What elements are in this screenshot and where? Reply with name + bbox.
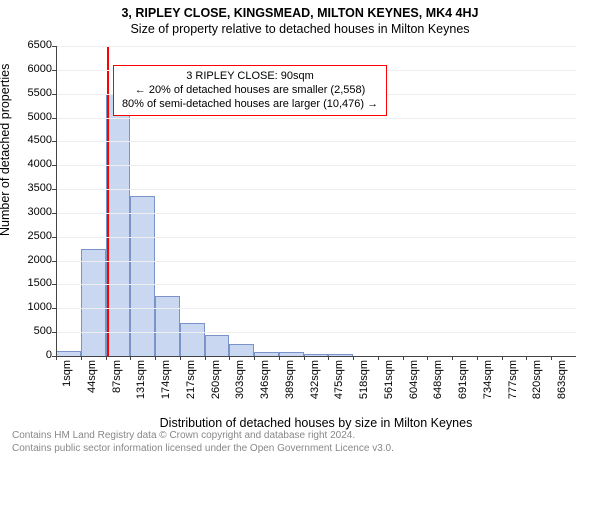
x-tick-label: 44sqm	[86, 360, 98, 420]
x-tick	[279, 356, 280, 360]
grid-line	[56, 118, 576, 119]
y-tick-label: 3500	[12, 182, 52, 194]
grid-line	[56, 261, 576, 262]
x-tick-label: 87sqm	[111, 360, 123, 420]
x-tick	[403, 356, 404, 360]
x-tick-label: 475sqm	[333, 360, 345, 420]
y-axis-line	[56, 46, 57, 356]
y-tick-label: 5500	[12, 87, 52, 99]
footer-attribution: Contains HM Land Registry data © Crown c…	[0, 430, 600, 455]
y-tick-label: 6000	[12, 63, 52, 75]
annotation-line: 80% of semi-detached houses are larger (…	[122, 98, 378, 112]
grid-line	[56, 46, 576, 47]
x-tick	[378, 356, 379, 360]
x-tick	[180, 356, 181, 360]
x-tick	[551, 356, 552, 360]
x-tick	[427, 356, 428, 360]
x-tick-label: 820sqm	[531, 360, 543, 420]
y-axis-label: Number of detached properties	[0, 64, 12, 236]
annotation-box: 3 RIPLEY CLOSE: 90sqm← 20% of detached h…	[113, 65, 387, 116]
grid-line	[56, 308, 576, 309]
grid-line	[56, 332, 576, 333]
x-tick-label: 604sqm	[408, 360, 420, 420]
x-tick-label: 648sqm	[432, 360, 444, 420]
x-tick-label: 346sqm	[259, 360, 271, 420]
grid-line	[56, 284, 576, 285]
x-tick	[353, 356, 354, 360]
x-tick	[328, 356, 329, 360]
chart-title-line1: 3, RIPLEY CLOSE, KINGSMEAD, MILTON KEYNE…	[0, 6, 600, 20]
histogram-bar	[205, 335, 230, 356]
x-tick	[304, 356, 305, 360]
histogram-bar	[180, 323, 205, 356]
x-tick-label: 518sqm	[358, 360, 370, 420]
grid-line	[56, 165, 576, 166]
x-tick-label: 260sqm	[210, 360, 222, 420]
x-tick	[106, 356, 107, 360]
x-tick	[155, 356, 156, 360]
x-tick	[502, 356, 503, 360]
x-tick-label: 389sqm	[284, 360, 296, 420]
x-tick-label: 217sqm	[185, 360, 197, 420]
y-tick-label: 1500	[12, 277, 52, 289]
y-tick-label: 2500	[12, 230, 52, 242]
x-tick	[229, 356, 230, 360]
x-tick-label: 174sqm	[160, 360, 172, 420]
x-tick-label: 303sqm	[234, 360, 246, 420]
x-tick	[477, 356, 478, 360]
x-tick	[254, 356, 255, 360]
grid-line	[56, 213, 576, 214]
property-marker-line	[107, 46, 109, 356]
y-tick-label: 2000	[12, 254, 52, 266]
y-tick-label: 1000	[12, 301, 52, 313]
x-tick-label: 561sqm	[383, 360, 395, 420]
x-tick-label: 777sqm	[507, 360, 519, 420]
x-tick-label: 432sqm	[309, 360, 321, 420]
y-tick-label: 5000	[12, 111, 52, 123]
x-axis-line	[56, 356, 576, 357]
y-tick-label: 3000	[12, 206, 52, 218]
x-tick	[56, 356, 57, 360]
chart-container: Number of detached properties Distributi…	[0, 36, 600, 426]
chart-title-line2: Size of property relative to detached ho…	[0, 22, 600, 36]
grid-line	[56, 189, 576, 190]
x-tick	[130, 356, 131, 360]
x-tick	[452, 356, 453, 360]
histogram-bar	[81, 249, 106, 356]
x-tick	[81, 356, 82, 360]
x-tick-label: 131sqm	[135, 360, 147, 420]
x-tick	[205, 356, 206, 360]
grid-line	[56, 141, 576, 142]
y-tick-label: 0	[12, 349, 52, 361]
annotation-line: 3 RIPLEY CLOSE: 90sqm	[122, 70, 378, 84]
x-tick-label: 691sqm	[457, 360, 469, 420]
x-tick-label: 1sqm	[61, 360, 73, 420]
y-tick-label: 4500	[12, 134, 52, 146]
footer-line1: Contains HM Land Registry data © Crown c…	[12, 430, 600, 443]
histogram-bar	[155, 296, 180, 356]
grid-line	[56, 237, 576, 238]
histogram-bar	[229, 344, 254, 356]
x-tick-label: 863sqm	[556, 360, 568, 420]
annotation-line: ← 20% of detached houses are smaller (2,…	[122, 84, 378, 98]
y-tick-label: 500	[12, 325, 52, 337]
y-tick-label: 6500	[12, 39, 52, 51]
x-tick	[526, 356, 527, 360]
x-tick-label: 734sqm	[482, 360, 494, 420]
y-tick-label: 4000	[12, 158, 52, 170]
footer-line2: Contains public sector information licen…	[12, 443, 600, 456]
